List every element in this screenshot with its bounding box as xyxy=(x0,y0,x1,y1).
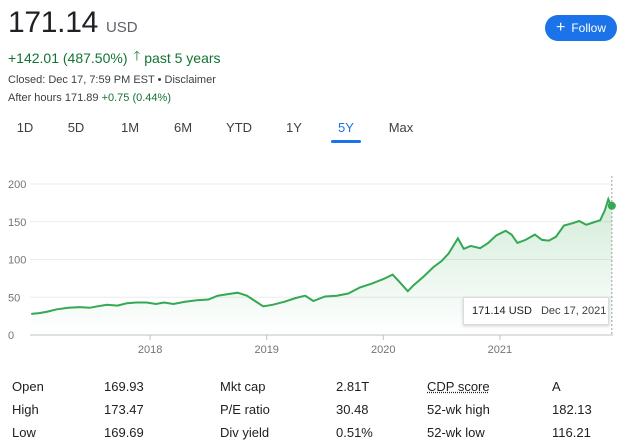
tooltip-price: 171.14 USD xyxy=(472,305,532,317)
y-tick-label: 50 xyxy=(8,292,20,304)
stat-open-label: Open xyxy=(12,379,44,394)
tab-6m[interactable]: 6M xyxy=(173,120,193,135)
price-line xyxy=(31,196,613,315)
arrow-up-icon: 🡑 xyxy=(133,48,141,63)
x-tick-label: 2019 xyxy=(254,344,278,356)
y-tick-label: 200 xyxy=(8,179,26,191)
change-period: past 5 years xyxy=(144,50,221,66)
price-chart[interactable]: 0 50 100 150 200 2018 2019 2020 2021 xyxy=(0,168,624,368)
stat-open-value: 169.93 xyxy=(104,379,144,394)
stat-52high-value: 182.13 xyxy=(552,402,592,417)
closed-time: Closed: Dec 17, 7:59 PM EST xyxy=(8,74,155,86)
y-tick-label: 100 xyxy=(8,255,26,267)
currency-label: USD xyxy=(105,19,138,36)
current-price: 171.14 xyxy=(8,6,98,39)
tooltip-date: Dec 17, 2021 xyxy=(540,305,607,317)
change-value: +142.01 (487.50%) xyxy=(8,50,128,66)
follow-button[interactable]: + Follow xyxy=(545,15,617,41)
closed-info: Closed: Dec 17, 7:59 PM EST • Disclaimer xyxy=(8,74,216,86)
stat-cdp-value: A xyxy=(552,379,561,394)
stat-mktcap-value: 2.81T xyxy=(336,379,370,394)
bullet-separator: • xyxy=(157,74,165,86)
tab-1m[interactable]: 1M xyxy=(120,120,140,135)
stat-mktcap-label: Mkt cap xyxy=(220,379,266,394)
stat-divyield-label: Div yield xyxy=(220,425,270,440)
x-tick-label: 2020 xyxy=(371,344,395,356)
after-hours-info: After hours 171.89 +0.75 (0.44%) xyxy=(8,92,171,104)
x-tick-label: 2018 xyxy=(138,344,162,356)
stat-52low-label: 52-wk low xyxy=(427,425,485,440)
tab-max[interactable]: Max xyxy=(388,120,414,135)
x-tick-label: 2021 xyxy=(488,344,512,356)
follow-label: Follow xyxy=(571,21,607,35)
tab-1d[interactable]: 1D xyxy=(16,120,34,135)
chart-tooltip: 171.14 USD Dec 17, 2021 xyxy=(463,297,609,325)
tab-1y[interactable]: 1Y xyxy=(286,120,302,135)
y-tick-label: 0 xyxy=(8,330,14,342)
stat-high-label: High xyxy=(12,402,39,417)
active-tab-indicator xyxy=(331,140,361,143)
stat-pe-label: P/E ratio xyxy=(220,402,270,417)
stat-high-value: 173.47 xyxy=(104,402,144,417)
stat-52low-value: 116.21 xyxy=(552,425,591,440)
tab-ytd[interactable]: YTD xyxy=(226,120,252,135)
stat-pe-value: 30.48 xyxy=(336,402,369,417)
price-header: 171.14 USD xyxy=(8,6,138,40)
disclaimer-link[interactable]: Disclaimer xyxy=(164,74,216,86)
stat-low-value: 169.69 xyxy=(104,425,144,440)
stat-cdp-label[interactable]: CDP score xyxy=(427,379,490,394)
after-hours-price: After hours 171.89 xyxy=(8,92,99,104)
plus-icon: + xyxy=(555,19,566,36)
price-change: +142.01 (487.50%) 🡑 past 5 years xyxy=(8,47,221,69)
last-price-point xyxy=(607,201,616,210)
stat-divyield-value: 0.51% xyxy=(336,425,373,440)
after-hours-change: +0.75 (0.44%) xyxy=(101,92,171,104)
stat-52high-label: 52-wk high xyxy=(427,402,490,417)
y-tick-label: 150 xyxy=(8,217,26,229)
stat-low-label: Low xyxy=(12,425,36,440)
tab-5d[interactable]: 5D xyxy=(67,120,85,135)
stats-table: Open 169.93 High 173.47 Low 169.69 Mkt c… xyxy=(0,372,624,448)
tab-5y[interactable]: 5Y xyxy=(338,120,354,135)
